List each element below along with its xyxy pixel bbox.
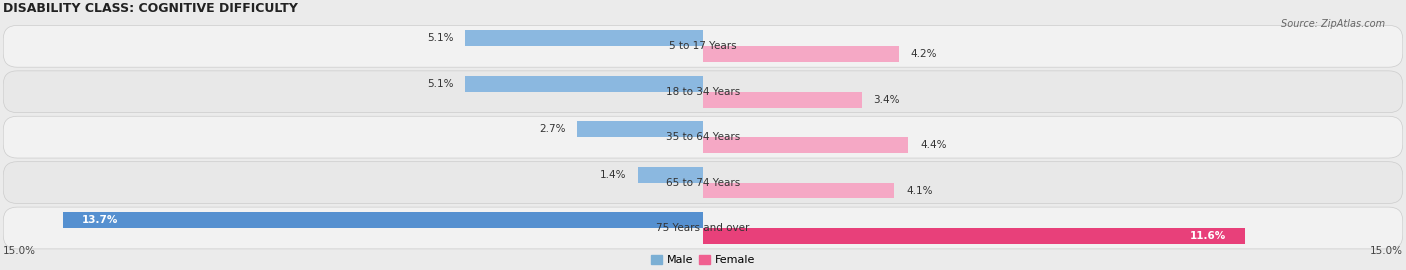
Bar (703, 137, 908, 153)
Text: 1.4%: 1.4% (599, 170, 626, 180)
Text: 5.1%: 5.1% (427, 79, 453, 89)
Text: 2.7%: 2.7% (538, 124, 565, 134)
Bar (703, 228, 1244, 244)
Bar (703, 46, 898, 62)
Text: 15.0%: 15.0% (3, 246, 35, 256)
Text: 13.7%: 13.7% (82, 215, 118, 225)
FancyBboxPatch shape (3, 25, 1403, 67)
Text: 4.1%: 4.1% (905, 185, 932, 195)
Bar (465, 76, 703, 92)
Bar (703, 183, 894, 198)
Text: 4.4%: 4.4% (920, 140, 946, 150)
FancyBboxPatch shape (3, 207, 1403, 249)
FancyBboxPatch shape (3, 162, 1403, 204)
Text: 65 to 74 Years: 65 to 74 Years (666, 178, 740, 188)
Text: 5 to 17 Years: 5 to 17 Years (669, 41, 737, 51)
Text: 11.6%: 11.6% (1189, 231, 1226, 241)
Text: 15.0%: 15.0% (1371, 246, 1403, 256)
Text: 3.4%: 3.4% (873, 95, 900, 105)
Text: DISABILITY CLASS: COGNITIVE DIFFICULTY: DISABILITY CLASS: COGNITIVE DIFFICULTY (3, 2, 298, 15)
Text: 4.2%: 4.2% (911, 49, 938, 59)
Text: 75 Years and over: 75 Years and over (657, 223, 749, 233)
Text: 35 to 64 Years: 35 to 64 Years (666, 132, 740, 142)
Bar (638, 167, 703, 183)
FancyBboxPatch shape (3, 116, 1403, 158)
Text: 18 to 34 Years: 18 to 34 Years (666, 87, 740, 97)
Bar (703, 92, 862, 108)
Bar (63, 212, 703, 228)
FancyBboxPatch shape (3, 71, 1403, 113)
Bar (576, 121, 703, 137)
Text: 5.1%: 5.1% (427, 33, 453, 43)
Text: Source: ZipAtlas.com: Source: ZipAtlas.com (1281, 19, 1385, 29)
Legend: Male, Female: Male, Female (647, 251, 759, 270)
Bar (465, 31, 703, 46)
